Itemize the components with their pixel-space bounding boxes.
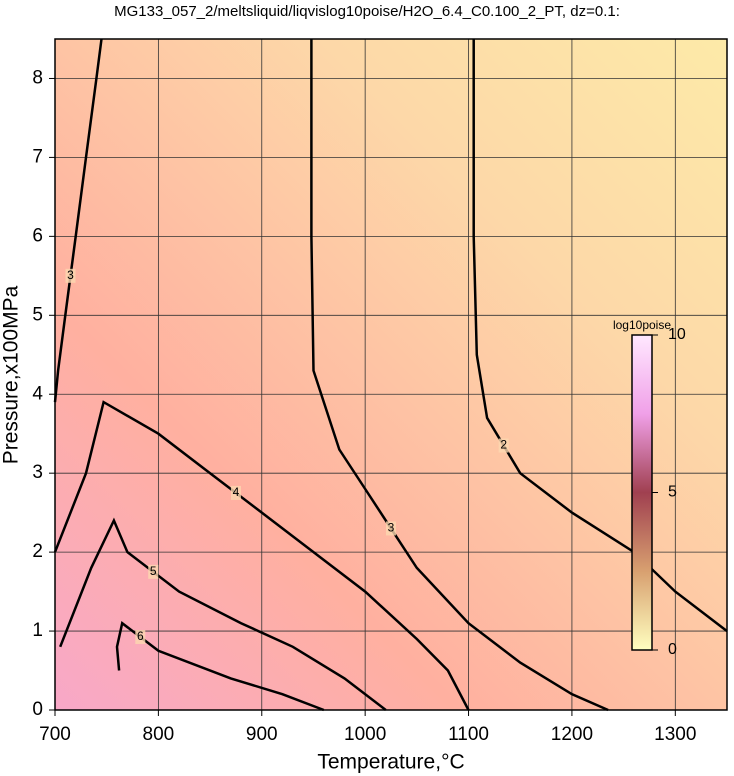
x-tick-label: 800 bbox=[143, 724, 175, 745]
colorbar-tick-label: 10 bbox=[668, 326, 686, 343]
contour-label: 2 bbox=[500, 438, 507, 452]
y-tick-label: 4 bbox=[32, 383, 43, 404]
y-tick-label: 3 bbox=[32, 462, 43, 483]
x-tick-label: 1100 bbox=[448, 724, 489, 745]
contour-label-bg bbox=[498, 438, 509, 453]
x-axis-label: Temperature,°C bbox=[317, 751, 464, 774]
plot-frame bbox=[54, 38, 728, 711]
contour-label: 3 bbox=[67, 268, 74, 282]
y-tick-label: 6 bbox=[32, 225, 43, 246]
contour-label: 3 bbox=[388, 521, 395, 535]
plot-background bbox=[55, 39, 727, 710]
contour-label-bg bbox=[386, 521, 396, 536]
x-tick-label: 1000 bbox=[344, 724, 386, 745]
y-tick-label: 8 bbox=[32, 67, 43, 88]
colorbar-tick-label: 5 bbox=[668, 484, 677, 501]
x-tick-label: 900 bbox=[246, 724, 278, 745]
colorbar bbox=[631, 334, 653, 651]
colorbar-label: log10poise bbox=[613, 318, 671, 332]
contour-label: 4 bbox=[233, 485, 240, 499]
y-tick-label: 0 bbox=[32, 699, 43, 720]
y-tick-label: 5 bbox=[32, 304, 43, 325]
contour-line bbox=[53, 400, 470, 711]
contour-line bbox=[115, 621, 325, 712]
contour-line bbox=[53, 38, 103, 403]
chart-title: MG133_057_2/meltsliquid/liqvislog10poise… bbox=[114, 3, 620, 20]
y-tick-label: 2 bbox=[32, 541, 43, 562]
colorbar-tick-label: 0 bbox=[668, 641, 677, 658]
y-axis-label: Pressure,x100MPa bbox=[0, 285, 23, 464]
contour-label-bg bbox=[230, 485, 241, 500]
x-tick-label: 1300 bbox=[654, 724, 696, 745]
contour-label-bg bbox=[65, 268, 76, 283]
x-tick-label: 700 bbox=[39, 724, 71, 745]
contour-label: 6 bbox=[137, 629, 144, 643]
contour-label-bg bbox=[135, 629, 146, 644]
x-tick-label: 1200 bbox=[551, 724, 593, 745]
contour-label-bg bbox=[148, 564, 159, 579]
y-tick-label: 7 bbox=[32, 146, 43, 167]
y-tick-label: 1 bbox=[32, 620, 43, 641]
contour-line bbox=[59, 517, 387, 711]
contour-label: 5 bbox=[150, 564, 157, 578]
contour-line bbox=[472, 39, 728, 633]
